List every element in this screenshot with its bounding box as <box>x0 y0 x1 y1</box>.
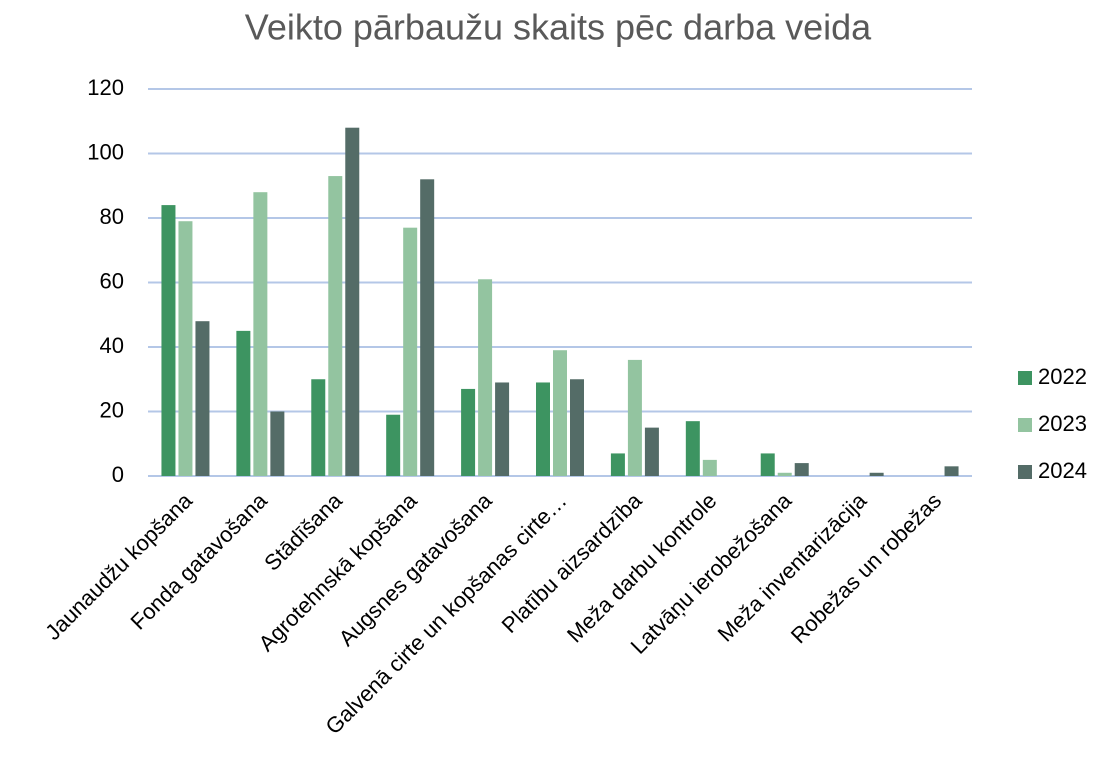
bar <box>944 466 959 476</box>
bar <box>328 176 343 476</box>
x-tick-label: Fonda gatavošana <box>125 487 272 634</box>
legend-label: 2023 <box>1038 411 1087 436</box>
y-tick-label: 0 <box>112 462 124 487</box>
bar <box>253 192 268 476</box>
y-tick-label: 60 <box>100 268 124 293</box>
bar <box>311 379 326 476</box>
bar <box>760 453 775 476</box>
bar <box>461 388 476 476</box>
legend-label: 2022 <box>1038 364 1087 389</box>
legend-swatch <box>1018 371 1032 385</box>
bar <box>403 227 418 476</box>
bar <box>794 463 809 476</box>
y-tick-label: 80 <box>100 204 124 229</box>
x-tick-label: Meža inventarizācija <box>713 487 872 646</box>
bar <box>420 179 435 477</box>
bar <box>644 427 659 476</box>
legend-swatch <box>1018 465 1032 479</box>
bar <box>178 221 193 476</box>
bar <box>236 330 251 476</box>
legend-label: 2024 <box>1038 458 1087 483</box>
bar <box>627 359 642 476</box>
bar <box>553 350 567 476</box>
bar <box>570 379 584 476</box>
bar <box>495 382 510 476</box>
x-tick-label: Robežas un robežas <box>786 488 946 648</box>
bar <box>386 414 401 476</box>
bar <box>702 459 717 476</box>
bar <box>869 472 884 476</box>
bar <box>777 472 792 476</box>
bar <box>195 321 210 476</box>
y-tick-label: 40 <box>100 333 124 358</box>
y-tick-label: 20 <box>100 397 124 422</box>
bar <box>345 127 360 476</box>
bar <box>161 205 176 476</box>
bar <box>685 421 700 476</box>
x-tick-label: Jaunaudžu kopšana <box>40 487 197 644</box>
y-tick-label: 100 <box>87 139 124 164</box>
bar <box>536 382 550 476</box>
bar <box>478 279 493 476</box>
x-tick-label: Meža darbu kontrole <box>562 488 721 647</box>
bar <box>270 411 285 476</box>
legend-swatch <box>1018 418 1032 432</box>
x-tick-label: Platību aizsardzība <box>497 487 648 638</box>
bar <box>610 453 625 476</box>
chart-title: Veikto pārbaužu skaits pēc darba veida <box>245 7 872 48</box>
y-tick-label: 120 <box>87 75 124 100</box>
